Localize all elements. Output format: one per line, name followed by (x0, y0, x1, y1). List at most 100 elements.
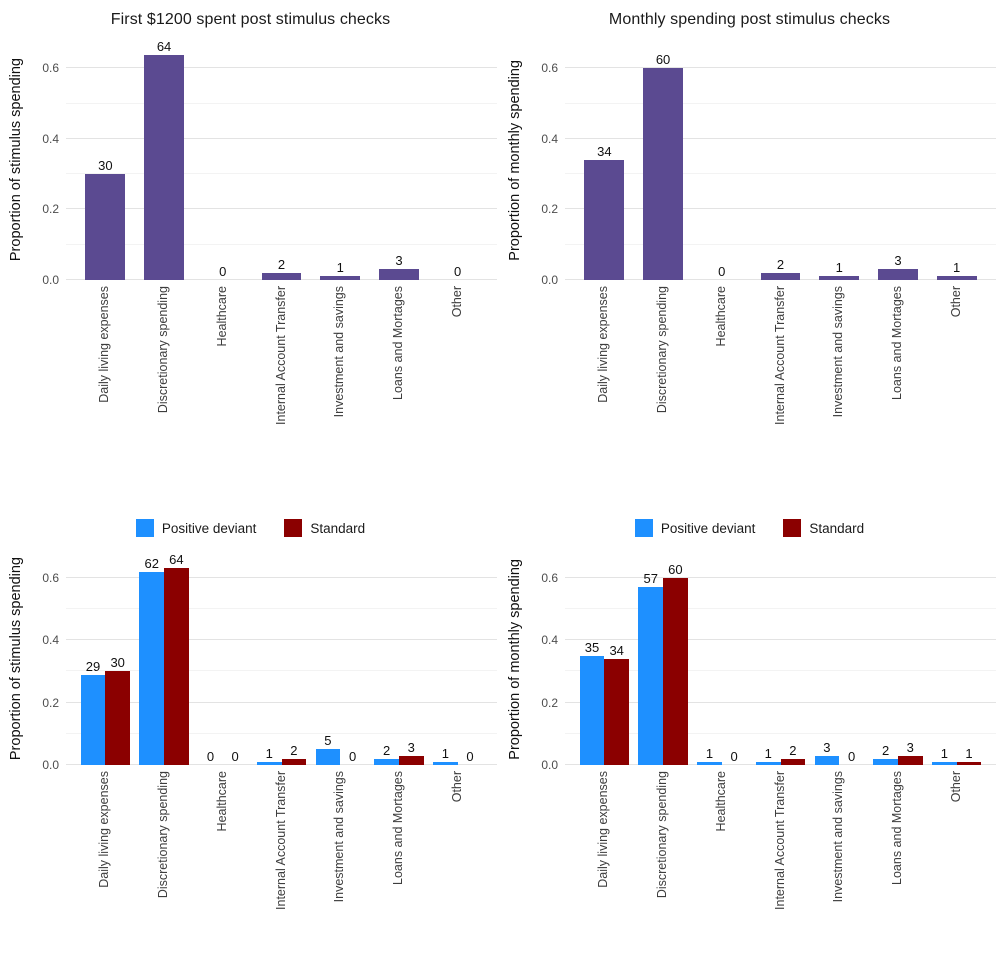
minor-gridline (66, 670, 497, 672)
major-gridline (565, 67, 996, 69)
bar-slot: 5 (315, 553, 341, 765)
major-gridline (66, 208, 497, 210)
chart-title: Monthly spending post stimulus checks (608, 11, 891, 28)
bar-slot: 3 (897, 553, 923, 765)
x-tick-label: Investment and savings (831, 771, 846, 903)
legend-item: Positive deviant (135, 519, 256, 537)
bar-slot: 2 (374, 553, 399, 765)
x-tick-label: Daily living expenses (596, 771, 611, 888)
minor-gridline (66, 608, 497, 610)
bar-value-label: 1 (940, 745, 948, 761)
x-tick: Discretionary spending (135, 771, 194, 957)
category-group: 29 30 (76, 553, 135, 765)
x-tick-label: Investment and savings (831, 286, 846, 418)
chart-body: Proportion of monthly spending 0.0 0.2 0.4… (503, 40, 996, 472)
bar (873, 758, 898, 765)
bar-slot: 62 (139, 553, 165, 765)
bar-value-label: 1 (336, 260, 344, 276)
bar (760, 272, 801, 280)
legend-label: Standard (809, 520, 865, 536)
category-group: 0 (692, 40, 751, 280)
bar (374, 758, 399, 765)
bar-slot: 1 (433, 553, 458, 765)
bar (85, 174, 126, 280)
bar-value-label: 0 (718, 264, 726, 279)
x-tick-label: Internal Account Transfer (772, 771, 787, 910)
bar (956, 761, 982, 765)
bar-value-label: 64 (156, 39, 172, 54)
x-tick: Investment and savings (311, 771, 370, 957)
bar (105, 671, 131, 765)
x-tick: Other (428, 286, 487, 472)
bar-value-label: 29 (85, 658, 101, 674)
minor-gridline (66, 243, 497, 245)
category-group: 2 (751, 40, 810, 280)
plot-area: 29 30 62 64 0 0 1 2 5 0 2 3 1 0 (66, 553, 497, 765)
plot-area: 35 34 57 60 1 0 1 2 3 0 2 3 1 1 (565, 553, 996, 765)
bar-value-label: 1 (965, 745, 973, 761)
x-tick-label: Daily living expenses (97, 771, 112, 888)
chart-header: Positive deviant Standard (503, 510, 996, 547)
bar-value-label: 2 (277, 256, 286, 272)
bar-slot: 1 (755, 553, 781, 765)
x-tick: Loans and Mortages (370, 286, 429, 472)
x-tick-label: Internal Account Transfer (772, 286, 787, 425)
x-axis-labels: Daily living expenses Discretionary spend… (565, 286, 996, 472)
plot-area: 30 64 0 2 1 3 0 (66, 40, 497, 280)
bar (80, 674, 106, 765)
bar-value-label: 0 (219, 264, 227, 279)
bar (315, 749, 341, 765)
y-axis-label-text: Proportion of stimulus spending (8, 557, 24, 761)
category-group: 60 (634, 40, 693, 280)
bar (819, 276, 860, 280)
bar-slot: 57 (638, 553, 664, 765)
bar-slot: 0 (340, 553, 365, 765)
minor-gridline (565, 102, 996, 104)
x-tick-label: Investment and savings (332, 286, 347, 418)
bar-slot: 3 (877, 40, 918, 280)
bar-slot: 2 (261, 40, 302, 280)
x-tick-label: Internal Account Transfer (273, 771, 288, 910)
bar-slot: 35 (579, 553, 605, 765)
bar-slot: 0 (223, 553, 248, 765)
x-tick: Investment and savings (810, 286, 869, 472)
bar (663, 577, 688, 765)
bar-value-label: 60 (668, 561, 683, 577)
category-group: 62 64 (135, 553, 194, 765)
x-tick: Discretionary spending (634, 286, 693, 472)
x-axis-labels: Daily living expenses Discretionary spend… (66, 771, 497, 957)
chart-stimulus-grouped: Positive deviant Standard Proportion of s… (4, 510, 497, 971)
chart-body: Proportion of monthly spending 0.0 0.2 0.4… (503, 553, 996, 957)
bar-slot: 64 (164, 553, 189, 765)
y-axis-label: Proportion of stimulus spending (4, 40, 28, 280)
axis-corner (527, 765, 565, 957)
bar (877, 269, 918, 280)
bar (814, 755, 840, 765)
bar-value-label: 2 (776, 256, 785, 272)
bar (584, 160, 625, 280)
category-group: 2 (252, 40, 311, 280)
chart-monthly-spending: Monthly spending post stimulus checks Pr… (503, 6, 996, 486)
bar (164, 568, 189, 765)
x-axis-labels: Daily living expenses Discretionary spend… (565, 771, 996, 957)
legend: Positive deviant Standard (135, 510, 365, 547)
plot-region: 0.0 0.2 0.4 0.6 35 34 57 60 1 0 1 2 3 0 2 3 1 1 Daily livi… (527, 553, 996, 957)
x-tick-label: Other (948, 286, 963, 318)
legend-swatch (783, 519, 802, 537)
x-tick: Discretionary spending (135, 286, 194, 472)
bar-slot: 3 (378, 40, 419, 280)
y-tick-label: 0.0 (541, 758, 558, 772)
y-tick-label: 0.4 (541, 633, 558, 648)
bar-value-label: 0 (847, 749, 856, 764)
plot-region: 0.0 0.2 0.4 0.6 34 60 0 2 1 3 1 Daily living expens… (527, 40, 996, 472)
category-group: 57 60 (634, 553, 693, 765)
category-group: 35 34 (575, 553, 634, 765)
category-group: 0 (193, 40, 252, 280)
bar-slot: 1 (932, 553, 957, 765)
bar-value-label: 2 (383, 742, 391, 758)
bar-slot: 0 (839, 553, 864, 765)
chart-header: Monthly spending post stimulus checks (503, 6, 996, 34)
bar-slot: 2 (760, 40, 801, 280)
